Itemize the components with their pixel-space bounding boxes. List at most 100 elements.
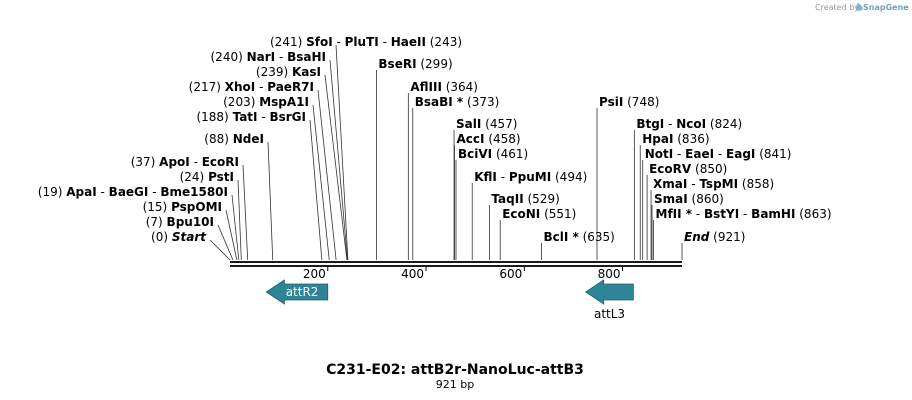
enzyme-name: BciVI [458,147,492,161]
site-text: (24) PstI [180,170,234,184]
site-text: (203) MspA1I [223,95,309,109]
site-separator: - [190,155,202,169]
site-text: SalI (457) [456,117,517,131]
enzyme-name: XhoI [225,80,256,94]
site-position: (860) [688,192,724,206]
site-position: (299) [417,57,453,71]
site-label: TaqII (529) [491,192,559,206]
site-label: (188) TatI - BsrGI [196,110,306,124]
feature-attr2: attR2 [265,279,329,305]
site-leader-line [335,44,349,261]
site-text: (240) NarI - BsaHI [211,50,327,64]
site-text: End (921) [684,230,745,244]
site-label: (217) XhoI - PaeR7I [189,80,314,94]
site-label: NotI - EaeI - EagI (841) [645,147,792,161]
site-text: (241) SfoI - PluTI - HaeII (243) [270,35,462,49]
snapgene-credit: Created by SnapGene [815,3,909,12]
site-separator: - [687,177,699,191]
site-position: (850) [691,162,727,176]
site-separator: - [258,110,270,124]
enzyme-name: PaeR7I [267,80,314,94]
site-separator: - [275,50,287,64]
site-leader-line [217,224,234,261]
site-separator: - [664,117,676,131]
feature-arrow [265,279,329,305]
enzyme-name: ApoI [159,155,190,169]
site-text: EcoRV (850) [649,162,727,176]
site-text: AccI (458) [457,132,521,146]
enzyme-name: Bme1580I [160,185,228,199]
site-text: (188) TatI - BsrGI [196,110,306,124]
site-position: (748) [623,95,659,109]
site-text: (239) KasI [256,65,321,79]
site-text: (0) Start [151,230,207,244]
enzyme-name: NotI [645,147,674,161]
site-label: EcoNI (551) [502,207,576,221]
site-separator: - [148,185,160,199]
enzyme-name: EagI [726,147,755,161]
site-text: BciVI (461) [458,147,528,161]
enzyme-name: BtgI [636,117,664,131]
site-position: (824) [706,117,742,131]
enzyme-name: PpuMI [509,170,551,184]
site-position: (188) [196,110,232,124]
site-leader-line [231,194,240,261]
enzyme-name: MfII * [656,207,693,221]
feature-label: attR2 [286,285,319,299]
site-position: (858) [738,177,774,191]
site-label: BciVI (461) [458,147,528,161]
site-leader-line [242,164,249,261]
site-label: (203) MspA1I [223,95,309,109]
snapgene-logo-icon [855,3,863,11]
enzyme-name: HaeII [391,35,426,49]
site-label: (24) PstI [180,170,234,184]
site-label: EcoRV (850) [649,162,727,176]
site-position: (635) [579,230,615,244]
site-leader-line [225,209,238,261]
site-label: (240) NarI - BsaHI [211,50,327,64]
site-label: BtgI - NcoI (824) [636,117,742,131]
enzyme-name: KflI [474,170,497,184]
site-label: SmaI (860) [654,192,724,206]
site-position: (529) [524,192,560,206]
enzyme-name: HpaI [642,132,673,146]
enzyme-name: PluTI [345,35,379,49]
site-position: (217) [189,80,225,94]
enzyme-name: BaeGI [109,185,149,199]
site-label: End (921) [684,230,745,244]
site-separator: - [739,207,751,221]
enzyme-name: BclI * [543,230,579,244]
site-position: (19) [38,185,66,199]
site-label: AflIII (364) [410,80,478,94]
site-leader-line [329,59,348,261]
enzyme-name: BsaBI * [415,95,464,109]
axis-tick-label: 800 [598,267,621,281]
site-leader-line [309,119,323,261]
site-leader-line [317,89,337,261]
site-position: (203) [223,95,259,109]
sequence-backbone [230,261,682,267]
site-text: AflIII (364) [410,80,478,94]
site-label: (15) PspOMI [143,200,222,214]
credit-text: Created by [815,3,859,12]
enzyme-name: XmaI [653,177,687,191]
site-label: (0) Start [151,230,207,244]
site-position: (457) [481,117,517,131]
site-text: SmaI (860) [654,192,724,206]
credit-brand: SnapGene [863,3,909,12]
site-position: (863) [795,207,831,221]
site-text: KflI - PpuMI (494) [474,170,587,184]
site-text: NotI - EaeI - EagI (841) [645,147,792,161]
site-position: (364) [442,80,478,94]
site-label: (7) Bpu10I [146,215,214,229]
site-label: (19) ApaI - BaeGI - Bme1580I [38,185,228,199]
site-text: (37) ApoI - EcoRI [131,155,239,169]
site-leader-line [237,179,242,261]
enzyme-name: EaeI [685,147,714,161]
site-label: BsaBI * (373) [415,95,500,109]
enzyme-name: NdeI [233,132,264,146]
site-label: SalI (457) [456,117,517,131]
enzyme-name: NarI [247,50,276,64]
site-separator: - [255,80,267,94]
